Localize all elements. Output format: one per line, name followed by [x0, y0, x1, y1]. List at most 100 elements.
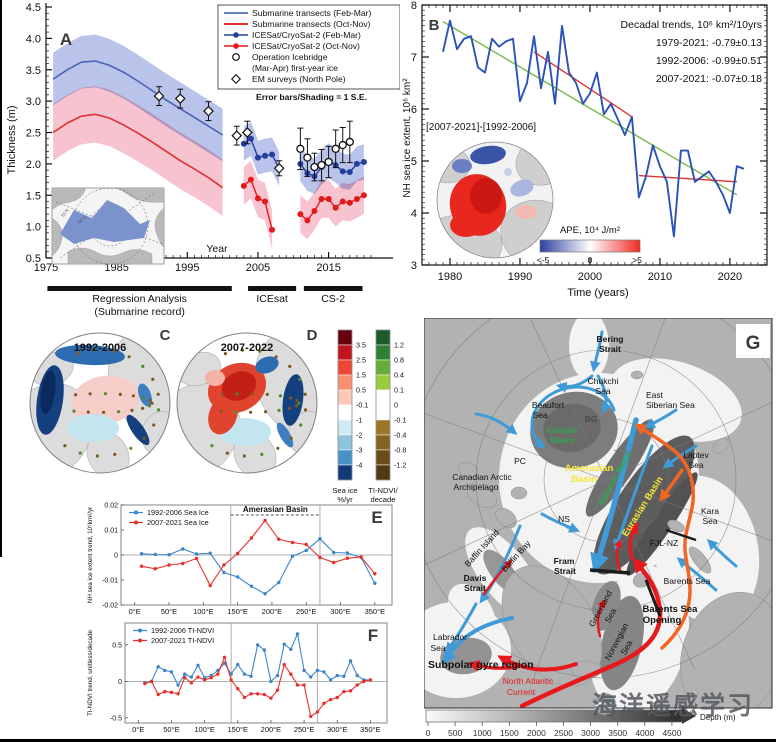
tundra-speckle: [76, 352, 80, 356]
seaice-colorbar-label: 2.5: [356, 356, 366, 365]
map-label: Sea: [595, 386, 610, 396]
ndvi-colorbar-segment: [375, 389, 391, 406]
map-label: Basin: [550, 435, 573, 445]
data-point: [156, 665, 160, 669]
x-tick-label: 150°E: [228, 725, 249, 734]
seaice-colorbar-label: 0.5: [356, 386, 366, 395]
inset-land: [51, 187, 165, 265]
data-point: [262, 692, 266, 697]
data-point: [360, 158, 367, 165]
depth-colorbar-label: Depth (m): [700, 713, 736, 722]
x-tick-label: 2015: [316, 262, 340, 274]
x-tick-label: 100°E: [193, 607, 214, 616]
x-tick-label: 2000: [578, 271, 602, 283]
ndvi-colorbar-segment: [375, 374, 391, 391]
inset-lat-label: 80 N: [77, 215, 88, 225]
era-bar: [248, 286, 297, 291]
data-point: [156, 692, 160, 697]
map-d-2007-2022: 2007-2022 D: [176, 327, 318, 474]
tundra-speckle: [86, 410, 90, 414]
data-point: [247, 135, 254, 142]
x-tick-label: 2020: [718, 271, 742, 283]
data-point: [269, 679, 273, 684]
y-tick-label: 0: [118, 679, 122, 686]
map-c-rim: [29, 332, 171, 474]
watermark-text: 海洋遥感学习: [592, 692, 755, 720]
data-point: [222, 661, 227, 665]
data-point: [263, 592, 267, 596]
g-map-content: [424, 318, 772, 708]
data-point: [216, 672, 220, 676]
tundra-speckle: [299, 423, 303, 427]
ape-label-mid: 0: [588, 255, 593, 265]
data-point: [339, 198, 346, 205]
legend-swatch-dot: [134, 520, 138, 525]
data-point: [235, 551, 240, 556]
data-line: [141, 519, 376, 587]
g-pacific-arctic-currents: [443, 330, 738, 665]
data-point: [269, 151, 276, 158]
fjl-nz-gate: [665, 528, 697, 542]
map-label: Subpolar gyre region: [428, 659, 534, 671]
trend-annotation: 1992-2006: -0.99±0.51: [656, 55, 762, 67]
panel-e-seaice-trend-chart: 0°E 50°E 100°E 150°E 200°E 250°E 300°E 350°E 0.0…: [87, 503, 393, 616]
data-point: [163, 668, 167, 673]
data-point: [359, 555, 363, 559]
data-point: [189, 681, 194, 685]
data-point: [277, 537, 281, 541]
tundra-speckle: [295, 398, 299, 402]
seaice-colorbar-label: -4: [356, 461, 362, 470]
map-label: Basin: [571, 474, 597, 485]
tundra-speckle: [274, 355, 278, 359]
em-survey-point: [231, 130, 243, 142]
seaice-colorbar-segment: [337, 419, 353, 436]
inset-globe-rim: [436, 141, 554, 259]
x-tick-label: 0°E: [129, 607, 141, 616]
icebridge-point: [303, 153, 312, 162]
data-point: [182, 676, 187, 680]
map-d-rim: [176, 332, 318, 474]
tundra-speckle: [210, 444, 214, 448]
data-point: [153, 552, 158, 557]
depth-tick-label: 1000: [473, 728, 492, 738]
data-point: [235, 575, 240, 579]
x-tick-label: 50°E: [163, 725, 179, 734]
map-label: Labrador: [433, 632, 467, 642]
data-point: [262, 198, 269, 205]
map-d-letter: D: [307, 327, 318, 344]
tundra-speckle: [141, 364, 145, 368]
g-letter: G: [746, 333, 761, 354]
tundra-speckle: [78, 451, 82, 455]
y-tick-label: 0: [114, 553, 118, 560]
data-point: [315, 668, 320, 673]
map-label: Strait: [554, 566, 576, 576]
seaice-colorbar-label: -0.1: [356, 401, 368, 410]
tundra-speckle: [233, 410, 237, 414]
tundra-speckle: [142, 436, 146, 440]
map-c-title: 1992-2006: [74, 342, 127, 354]
y-axis-title: Thickness (m): [6, 105, 18, 174]
data-point: [222, 655, 227, 660]
data-point: [196, 675, 200, 679]
icebridge-point: [324, 157, 333, 167]
tundra-speckle: [142, 396, 146, 400]
seaice-colorbar-label: 1.5: [356, 371, 366, 380]
seaice-colorbar-segment: [337, 374, 353, 391]
x-tick-label: 50°E: [161, 607, 177, 616]
data-point: [355, 673, 359, 678]
x-tick-label: 1985: [104, 262, 128, 274]
legend-box: [217, 4, 400, 90]
panel-f-dynamic: 0°E 50°E 100°E 150°E 200°E 250°E 300°E 350°E 0.5…: [87, 622, 388, 734]
data-point: [269, 226, 276, 233]
legend-label: 2007-2021 Sea Ice: [147, 518, 209, 527]
map-label: Strait: [464, 583, 486, 593]
tundra-speckle: [130, 408, 134, 412]
map-label: Davis: [464, 573, 487, 583]
y-tick-label: 1.0: [26, 222, 41, 234]
data-point: [229, 678, 233, 682]
em-survey-point: [203, 105, 214, 117]
data-point: [196, 663, 200, 668]
tundra-speckle: [111, 349, 115, 353]
tundra-speckle: [289, 436, 293, 440]
era-bar: [47, 286, 232, 291]
